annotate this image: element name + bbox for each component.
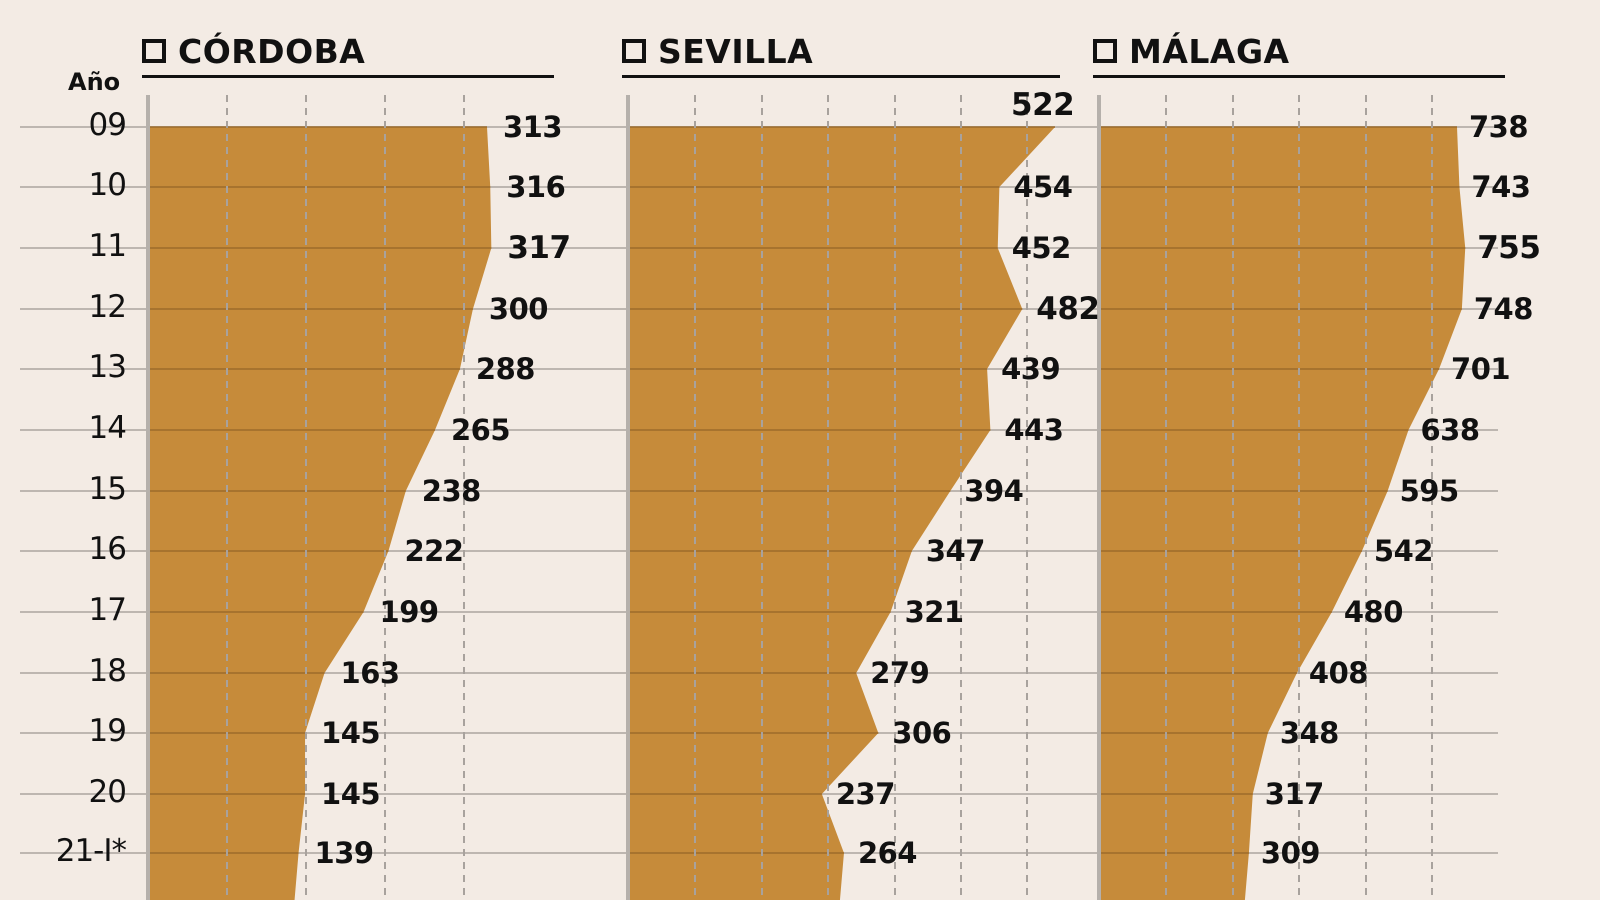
value-label: 279 xyxy=(870,656,930,690)
value-label: 738 xyxy=(1469,110,1529,144)
year-label: 10 xyxy=(88,167,127,203)
area-series xyxy=(148,127,492,900)
value-label: 163 xyxy=(340,656,401,690)
value-label: 522 xyxy=(1011,87,1075,123)
value-label: 300 xyxy=(488,292,549,326)
year-label: 20 xyxy=(88,774,127,810)
value-label: 595 xyxy=(1399,474,1460,508)
value-label: 638 xyxy=(1420,413,1480,447)
value-label: 748 xyxy=(1473,292,1534,326)
panel-title-malaga: MÁLAGA xyxy=(1093,30,1290,72)
value-label: 347 xyxy=(925,534,986,568)
value-label: 316 xyxy=(506,170,566,204)
value-label: 443 xyxy=(1004,413,1064,447)
year-label: 15 xyxy=(88,471,127,507)
value-label: 321 xyxy=(904,595,965,629)
title-rule-malaga xyxy=(1093,75,1505,78)
value-label: 237 xyxy=(835,777,896,811)
title-rule-cordoba xyxy=(142,75,554,78)
value-label: 145 xyxy=(321,716,381,750)
year-label: 13 xyxy=(88,349,127,385)
area-series xyxy=(1099,127,1466,900)
year-label: 19 xyxy=(88,713,127,749)
year-label: 17 xyxy=(88,592,127,628)
panel-title-text: CÓRDOBA xyxy=(178,31,366,71)
value-label: 408 xyxy=(1308,656,1369,690)
value-label: 454 xyxy=(1013,170,1073,204)
value-label: 743 xyxy=(1471,170,1531,204)
year-label: 14 xyxy=(88,410,127,446)
value-label: 480 xyxy=(1343,595,1404,629)
title-rule-sevilla xyxy=(622,75,1060,78)
value-label: 199 xyxy=(379,595,440,629)
value-label: 306 xyxy=(892,716,952,750)
panel-title-text: MÁLAGA xyxy=(1129,31,1290,71)
value-label: 348 xyxy=(1279,716,1340,750)
value-label: 452 xyxy=(1011,231,1072,265)
value-label: 317 xyxy=(1264,777,1325,811)
panel-title-text: SEVILLA xyxy=(658,31,814,71)
year-label: 16 xyxy=(88,531,127,567)
year-axis-title: Año xyxy=(68,68,121,96)
year-label: 09 xyxy=(88,107,127,143)
square-icon xyxy=(1093,39,1117,63)
area-series xyxy=(628,127,1055,900)
year-label: 18 xyxy=(88,653,127,689)
value-label: 264 xyxy=(857,836,918,870)
year-label: 12 xyxy=(88,289,127,325)
value-label: 288 xyxy=(475,352,536,386)
value-label: 439 xyxy=(1001,352,1061,386)
value-label: 755 xyxy=(1477,230,1541,266)
value-label: 482 xyxy=(1036,291,1100,327)
value-label: 313 xyxy=(503,110,563,144)
square-icon xyxy=(622,39,646,63)
value-label: 145 xyxy=(321,777,381,811)
year-label: 21-I* xyxy=(55,833,127,869)
value-label: 238 xyxy=(421,474,482,508)
value-label: 317 xyxy=(507,230,571,266)
value-label: 309 xyxy=(1260,836,1321,870)
panel-title-sevilla: SEVILLA xyxy=(622,30,813,72)
value-label: 542 xyxy=(1373,534,1434,568)
value-label: 222 xyxy=(404,534,464,568)
year-label: 11 xyxy=(88,228,127,264)
value-label: 701 xyxy=(1451,352,1511,386)
value-label: 394 xyxy=(964,474,1024,508)
square-icon xyxy=(142,39,166,63)
value-label: 265 xyxy=(451,413,511,447)
value-label: 139 xyxy=(314,836,375,870)
panel-title-cordoba: CÓRDOBA xyxy=(142,30,365,72)
